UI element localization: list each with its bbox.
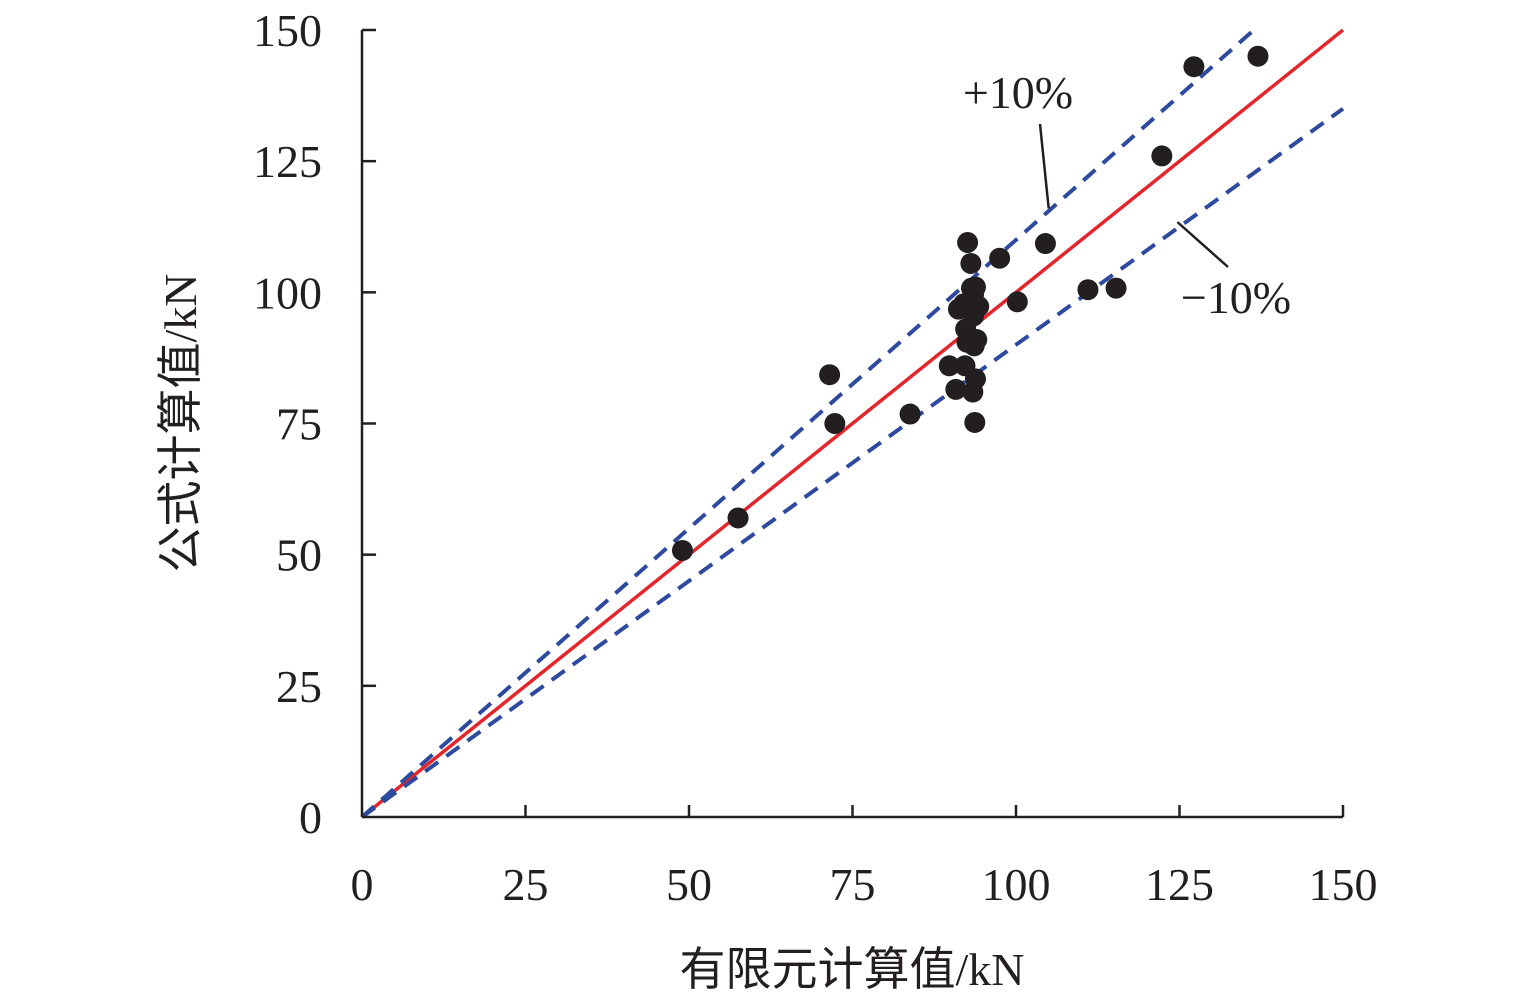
y-tick-label: 75 — [276, 399, 322, 450]
x-tick-label: 50 — [666, 859, 712, 910]
data-point — [727, 507, 749, 529]
x-tick-label: 125 — [1145, 859, 1214, 910]
data-point — [1105, 277, 1127, 299]
data-points — [671, 45, 1269, 561]
y-ticks: 0 25 50 75 100 125 150 — [253, 5, 376, 843]
plus-10-percent-leader — [1038, 123, 1050, 209]
data-point — [968, 295, 990, 317]
x-tick-label: 25 — [503, 859, 549, 910]
data-point — [824, 413, 846, 434]
y-axis-title: 公式计算值/kN — [155, 274, 206, 573]
data-point — [1034, 233, 1056, 255]
data-point — [819, 364, 841, 386]
x-axis-title: 有限元计算值/kN — [680, 944, 1025, 995]
data-point — [957, 231, 979, 253]
data-point — [1077, 279, 1099, 301]
data-point — [989, 247, 1011, 269]
plus-10-percent-label: +10% — [963, 67, 1073, 118]
data-point — [960, 252, 982, 274]
x-tick-label: 0 — [351, 859, 374, 910]
y-tick-label: 0 — [299, 792, 322, 843]
data-point — [671, 539, 693, 561]
equality-line — [360, 28, 1345, 819]
data-point — [964, 276, 986, 298]
x-tick-label: 150 — [1309, 859, 1378, 910]
x-tick-label: 100 — [982, 859, 1051, 910]
annotations: +10% −10% — [963, 67, 1291, 323]
minus-10-percent-label: −10% — [1181, 272, 1291, 323]
x-tick-label: 75 — [830, 859, 876, 910]
data-point — [966, 329, 988, 351]
y-tick-label: 100 — [253, 267, 322, 318]
data-point — [1006, 291, 1028, 313]
data-point — [1151, 145, 1173, 167]
data-point — [899, 403, 921, 425]
y-tick-label: 25 — [276, 661, 322, 712]
y-tick-label: 150 — [253, 5, 322, 56]
data-point — [964, 411, 986, 433]
data-point — [1247, 45, 1269, 67]
y-tick-label: 125 — [253, 136, 322, 187]
data-point — [938, 355, 960, 377]
x-ticks: 0 25 50 75 100 125 150 — [351, 805, 1378, 910]
reference-lines — [360, 28, 1345, 819]
y-tick-label: 50 — [276, 530, 322, 581]
plus-10-percent-line — [360, 28, 1256, 819]
data-point — [964, 368, 986, 390]
data-point — [945, 378, 967, 400]
minus-10-percent-line — [360, 107, 1345, 819]
data-point — [1183, 56, 1205, 78]
minus-10-percent-leader — [1176, 221, 1229, 268]
